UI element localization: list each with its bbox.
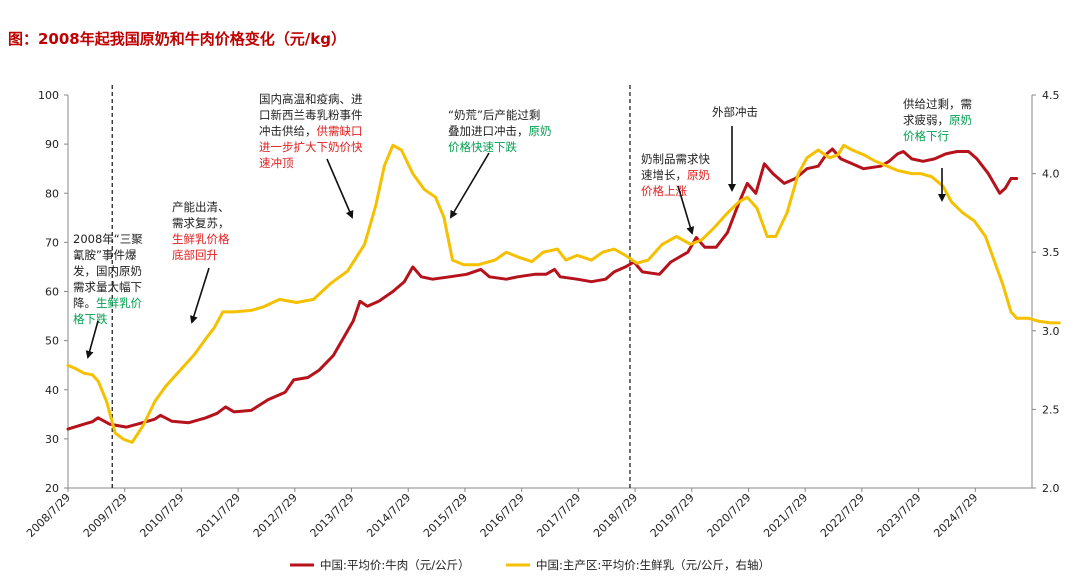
annotation-segment: 价格快速下跌 <box>448 140 517 154</box>
annotation-arrow <box>85 320 99 359</box>
annotation-segment: 底部回升 <box>172 248 218 262</box>
annotation-text: 国内高温和疫病、进口新西兰毒乳粉事件冲击供给，供需缺口进一步扩大下奶价快速冲顶 <box>259 92 363 170</box>
annotation-text: “奶荒”后产能过剩叠加进口冲击，原奶价格快速下跌 <box>448 108 552 154</box>
annotation-arrow <box>189 267 210 324</box>
annotation-segment: 氰胺”事件爆 <box>73 248 137 262</box>
left-tick-label: 30 <box>45 433 59 446</box>
left-tick-label: 70 <box>45 236 59 249</box>
annotation-segment: 速冲顶 <box>259 156 294 170</box>
annotation-segment: 生鲜乳价 <box>96 296 142 310</box>
annotation-segment: 格下跌 <box>73 312 108 326</box>
annotation-segment: 供给过剩，需 <box>903 97 972 111</box>
annotation-arrow <box>449 152 490 219</box>
annotation-segment: 价格上涨 <box>641 184 687 198</box>
x-tick-label: 2010/7/29 <box>137 491 186 540</box>
left-tick-label: 80 <box>45 187 59 200</box>
x-tick-label: 2020/7/29 <box>705 491 754 540</box>
annotation-text: 2008年“三聚氰胺”事件爆发，国内原奶需求量大幅下降。生鲜乳价格下跌 <box>73 232 143 326</box>
annotation-segment: 叠加进口冲击， <box>448 124 529 138</box>
annotation-segment: 原奶 <box>949 113 972 127</box>
annotation-segment: 求疲弱， <box>903 113 949 127</box>
annotation-segment: 生鲜乳价格 <box>172 232 230 246</box>
x-tick-label: 2022/7/29 <box>818 491 867 540</box>
x-tick-label: 2023/7/29 <box>875 491 924 540</box>
right-tick-label: 3.0 <box>1042 325 1060 338</box>
annotation-segment: 2008年“三聚 <box>73 232 143 246</box>
annotation-arrow <box>677 185 695 235</box>
left-tick-label: 60 <box>45 286 59 299</box>
annotation-text: 奶制品需求快速增长，原奶价格上涨 <box>641 152 710 198</box>
right-tick-label: 4.0 <box>1042 168 1060 181</box>
left-tick-label: 20 <box>45 482 59 495</box>
x-tick-label: 2013/7/29 <box>308 491 357 540</box>
legend-label-milk: 中国:主产区:平均价:生鲜乳（元/公斤，右轴） <box>536 558 770 572</box>
left-tick-label: 40 <box>45 384 59 397</box>
x-tick-label: 2018/7/29 <box>591 491 640 540</box>
annotation-segment: 奶制品需求快 <box>641 152 710 166</box>
x-tick-label: 2008/7/29 <box>24 491 73 540</box>
annotation-segment: 价格下行 <box>903 129 949 143</box>
x-tick-label: 2024/7/29 <box>931 491 980 540</box>
left-tick-label: 50 <box>45 335 59 348</box>
annotation-segment: 需求复苏， <box>172 216 230 230</box>
annotation-segment: 进一步扩大下奶价快 <box>259 140 363 154</box>
x-tick-label: 2014/7/29 <box>364 491 413 540</box>
annotation-segment: 口新西兰毒乳粉事件 <box>259 108 363 122</box>
annotation-segment: 原奶 <box>529 124 552 138</box>
right-tick-label: 2.5 <box>1042 403 1060 416</box>
left-tick-label: 100 <box>38 89 59 102</box>
annotation-segment: 供需缺口 <box>317 124 363 138</box>
annotation-text: 外部冲击 <box>712 105 758 119</box>
x-tick-label: 2019/7/29 <box>648 491 697 540</box>
right-tick-label: 2.0 <box>1042 482 1060 495</box>
right-tick-label: 3.5 <box>1042 246 1060 259</box>
annotation-segment: 需求量大幅下 <box>73 280 142 294</box>
x-tick-label: 2011/7/29 <box>194 491 243 540</box>
left-tick-label: 90 <box>45 138 59 151</box>
chart-title: 图：2008年起我国原奶和牛肉价格变化（元/kg） <box>8 30 346 48</box>
annotation-segment: 原奶 <box>687 168 710 182</box>
x-tick-label: 2017/7/29 <box>534 491 583 540</box>
x-tick-label: 2015/7/29 <box>421 491 470 540</box>
annotation-segment: 速增长， <box>641 168 687 182</box>
raw-milk-price-line <box>66 143 1061 444</box>
x-tick-label: 2021/7/29 <box>761 491 810 540</box>
annotation-segment: 发，国内原奶 <box>73 264 142 278</box>
annotation-arrow <box>326 158 354 219</box>
legend-label-beef: 中国:平均价:牛肉（元/公斤） <box>320 558 470 572</box>
x-tick-label: 2016/7/29 <box>478 491 527 540</box>
annotation-segment: 产能出清、 <box>172 200 230 214</box>
annotation-segment: “奶荒”后产能过剩 <box>448 108 540 122</box>
annotation-segment: 国内高温和疫病、进 <box>259 92 363 106</box>
x-tick-label: 2012/7/29 <box>251 491 300 540</box>
annotation-segment: 外部冲击 <box>712 105 758 119</box>
annotation-segment: 降。 <box>73 296 96 310</box>
beef-price-line <box>66 147 1019 431</box>
annotation-text: 产能出清、需求复苏， 生鲜乳价格底部回升 <box>172 200 230 262</box>
annotation-segment: 冲击供给， <box>259 124 317 138</box>
x-tick-label: 2009/7/29 <box>81 491 130 540</box>
right-tick-label: 4.5 <box>1042 89 1060 102</box>
annotation-text: 供给过剩，需求疲弱，原奶价格下行 <box>903 97 972 143</box>
